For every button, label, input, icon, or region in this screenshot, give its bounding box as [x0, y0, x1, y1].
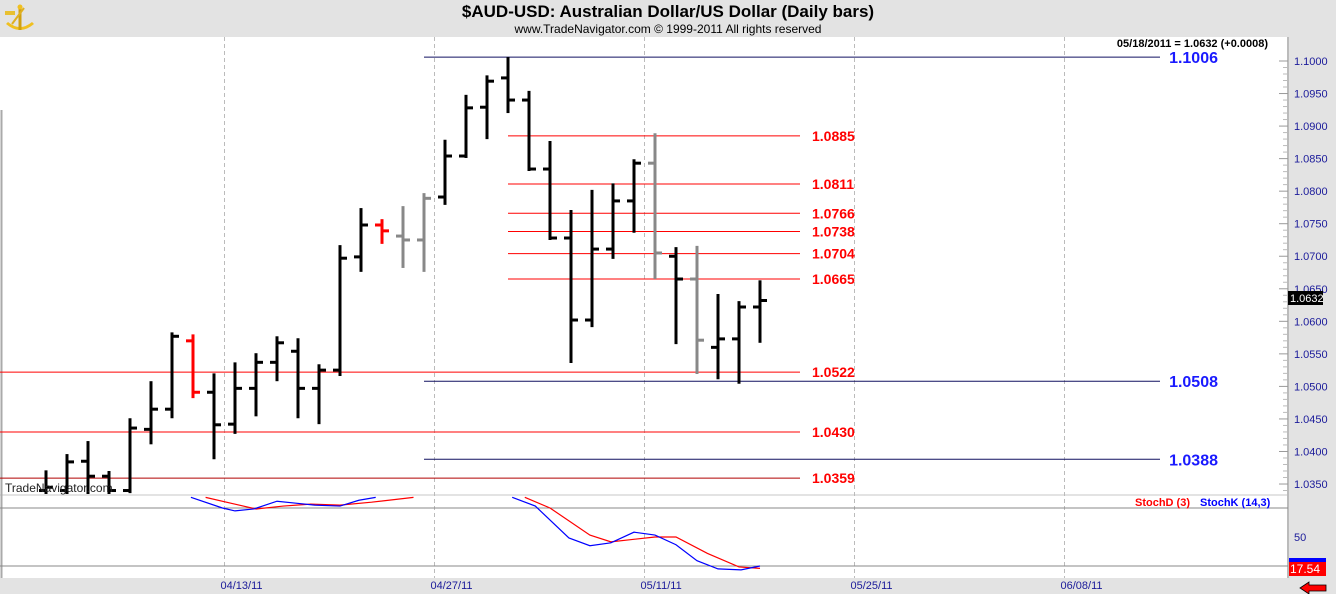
swing-level-label: 1.0508 [1169, 374, 1218, 391]
fib-level-label: 1.0359 [812, 470, 855, 486]
watermark: TradeNavigator.com [5, 481, 113, 495]
fib-level-label: 1.0766 [812, 205, 855, 221]
ohlc-bar [585, 189, 599, 328]
price-tick-label: 1.0900 [1294, 121, 1328, 133]
ohlc-bar [333, 245, 347, 376]
scroll-left-arrow-icon[interactable] [1299, 581, 1327, 594]
stoch-k-marker [1289, 558, 1326, 562]
stoch-d-legend: StochD (3) [1135, 497, 1190, 509]
ohlc-bar [228, 362, 242, 434]
stoch-d-line [524, 496, 761, 569]
stoch-current-label: 17.54 [1290, 562, 1320, 576]
stoch-k-line [190, 496, 376, 512]
price-tick-label: 1.0600 [1294, 316, 1328, 328]
ohlc-bar [417, 193, 431, 272]
ohlc-bar [186, 334, 200, 399]
stoch-k-legend: StochK (14,3) [1200, 497, 1271, 509]
ohlc-bar [270, 336, 284, 382]
ohlc-bar [648, 133, 662, 280]
status-line: 05/18/2011 = 1.0632 (+0.0008) [1117, 38, 1268, 50]
fib-level-label: 1.0811 [812, 176, 854, 192]
price-tick-label: 1.0500 [1294, 381, 1328, 393]
fib-level-label: 1.0430 [812, 424, 855, 440]
ohlc-bar [480, 75, 494, 140]
fib-level-label: 1.0665 [812, 271, 855, 287]
price-tick-label: 1.0550 [1294, 349, 1328, 361]
price-tick-label: 1.0750 [1294, 219, 1328, 231]
date-tick-label: 04/27/11 [431, 580, 473, 592]
ohlc-bar [501, 57, 515, 114]
ohlc-bar [123, 418, 137, 494]
ohlc-bar [522, 90, 536, 171]
ohlc-bar [690, 245, 704, 375]
fib-level-label: 1.0885 [812, 128, 855, 144]
price-tick-label: 1.0950 [1294, 89, 1328, 101]
ohlc-bar [144, 381, 158, 445]
ohlc-bar [753, 280, 767, 343]
ohlc-bar [669, 247, 683, 345]
price-tick-label: 1.0800 [1294, 186, 1328, 198]
date-tick-label: 05/25/11 [851, 580, 893, 592]
stoch-k-line [511, 496, 761, 571]
current-price-label: 1.0632 [1290, 293, 1324, 305]
ohlc-bar [459, 94, 473, 158]
sextant-logo-icon[interactable] [2, 2, 38, 34]
ohlc-bar [60, 454, 74, 494]
ohlc-bar [291, 338, 305, 419]
date-tick-label: 05/11/11 [641, 580, 682, 592]
fib-level-label: 1.0522 [812, 364, 855, 380]
chart-title: $AUD-USD: Australian Dollar/US Dollar (D… [461, 2, 875, 21]
price-tick-label: 1.0350 [1294, 479, 1328, 491]
price-tick-label: 1.1000 [1294, 56, 1328, 68]
ohlc-bar [396, 206, 410, 268]
current-price-box [1288, 291, 1323, 305]
ohlc-bar [627, 159, 641, 233]
stoch-d-line [205, 496, 414, 510]
stoch-50-tick: 50 [1294, 532, 1306, 544]
price-tick-label: 1.0400 [1294, 446, 1328, 458]
swing-level-label: 1.1006 [1169, 50, 1218, 67]
ohlc-bar [207, 373, 221, 460]
ohlc-bar [102, 471, 116, 494]
ohlc-bar [711, 293, 725, 380]
date-tick-label: 04/13/11 [221, 580, 263, 592]
ohlc-bar [375, 219, 389, 244]
fib-level-label: 1.0738 [812, 224, 855, 240]
ohlc-bar [606, 183, 620, 259]
ohlc-bar [312, 364, 326, 425]
ohlc-bar [39, 470, 53, 494]
ohlc-bar [543, 141, 557, 240]
ohlc-bar [249, 353, 263, 417]
ohlc-bar [81, 441, 95, 494]
ohlc-bar [564, 210, 578, 363]
stoch-value-box [1289, 562, 1326, 576]
price-tick-label: 1.0700 [1294, 251, 1328, 263]
price-tick-label: 1.0450 [1294, 414, 1328, 426]
ohlc-bar [732, 301, 746, 384]
chart-subtitle: www.TradeNavigator.com © 1999-2011 All r… [514, 22, 822, 36]
date-tick-label: 06/08/11 [1061, 580, 1103, 592]
ohlc-bar [354, 208, 368, 272]
ohlc-bar [165, 332, 179, 419]
fib-level-label: 1.0704 [812, 246, 855, 262]
ohlc-bar [438, 139, 452, 205]
price-tick-label: 1.0850 [1294, 154, 1328, 166]
swing-level-label: 1.0388 [1169, 452, 1218, 469]
